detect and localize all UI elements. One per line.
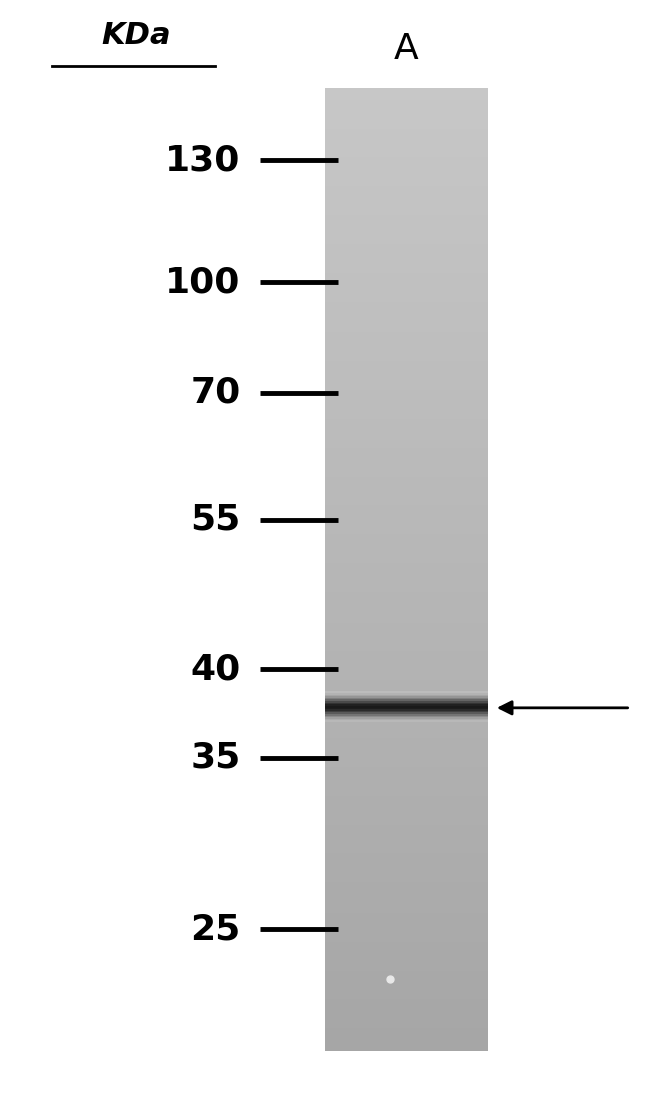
- Text: 130: 130: [165, 144, 240, 177]
- Text: A: A: [394, 32, 419, 66]
- Text: 40: 40: [190, 653, 240, 686]
- Text: 100: 100: [165, 265, 240, 299]
- Text: 35: 35: [190, 741, 240, 774]
- Text: 25: 25: [190, 912, 240, 946]
- Text: 70: 70: [190, 376, 240, 409]
- Text: 55: 55: [190, 503, 240, 536]
- Text: KDa: KDa: [101, 21, 172, 50]
